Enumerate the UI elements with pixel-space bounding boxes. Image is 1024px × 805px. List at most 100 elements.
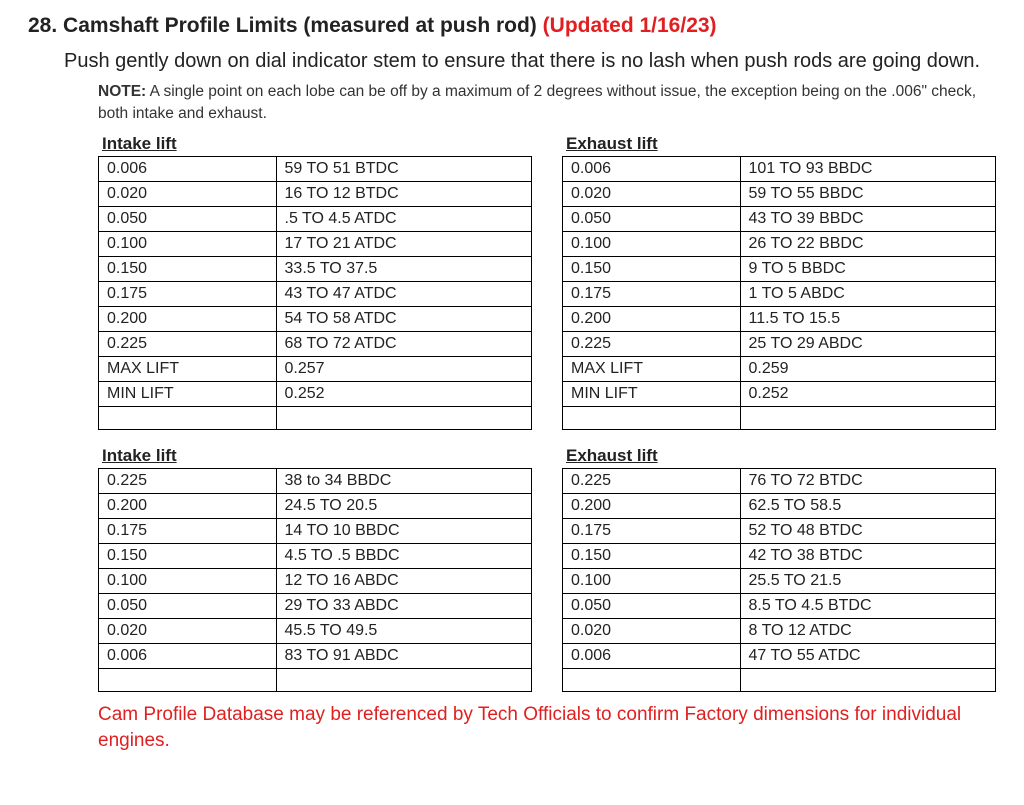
table-cell: 33.5 TO 37.5	[276, 257, 531, 282]
table-cell: 0.050	[99, 594, 277, 619]
intake-bottom-table: 0.22538 to 34 BBDC0.20024.5 TO 20.50.175…	[98, 468, 532, 692]
table-cell: 0.020	[563, 182, 741, 207]
table-row: 0.1751 TO 5 ABDC	[563, 282, 996, 307]
tables-row-bottom: Intake lift 0.22538 to 34 BBDC0.20024.5 …	[98, 446, 996, 692]
table-cell: 0.050	[563, 594, 741, 619]
table-cell	[99, 407, 277, 430]
table-cell	[563, 669, 741, 692]
table-row: MIN LIFT0.252	[563, 382, 996, 407]
table-cell: 0.006	[563, 644, 741, 669]
table-row: 0.20024.5 TO 20.5	[99, 494, 532, 519]
table-cell: 76 TO 72 BTDC	[740, 469, 995, 494]
table-cell: 0.050	[563, 207, 741, 232]
table-cell: 25 TO 29 ABDC	[740, 332, 995, 357]
table-cell: 29 TO 33 ABDC	[276, 594, 531, 619]
section-heading: 28. Camshaft Profile Limits (measured at…	[28, 14, 996, 38]
table-cell: 0.150	[563, 544, 741, 569]
table-row: 0.15042 TO 38 BTDC	[563, 544, 996, 569]
instruction-text: Push gently down on dial indicator stem …	[64, 48, 996, 75]
intake-bottom-header: Intake lift	[98, 446, 532, 468]
heading-updated: (Updated 1/16/23)	[543, 14, 717, 37]
table-cell: 59 TO 55 BBDC	[740, 182, 995, 207]
table-cell	[276, 407, 531, 430]
exhaust-bottom-table: 0.22576 TO 72 BTDC0.20062.5 TO 58.50.175…	[562, 468, 996, 692]
exhaust-top-table: 0.006101 TO 93 BBDC0.02059 TO 55 BBDC0.0…	[562, 156, 996, 430]
intake-top-table: 0.00659 TO 51 BTDC0.02016 TO 12 BTDC0.05…	[98, 156, 532, 430]
intake-top-header: Intake lift	[98, 134, 532, 156]
table-cell: MAX LIFT	[563, 357, 741, 382]
table-cell: 43 TO 47 ATDC	[276, 282, 531, 307]
table-row-blank	[99, 407, 532, 430]
table-cell: 0.257	[276, 357, 531, 382]
table-cell: 0.200	[563, 307, 741, 332]
table-row: 0.006101 TO 93 BBDC	[563, 157, 996, 182]
table-cell	[740, 407, 995, 430]
table-row: 0.1509 TO 5 BBDC	[563, 257, 996, 282]
table-row: 0.1504.5 TO .5 BBDC	[99, 544, 532, 569]
table-cell: 0.225	[99, 469, 277, 494]
table-cell: 45.5 TO 49.5	[276, 619, 531, 644]
table-cell: 42 TO 38 BTDC	[740, 544, 995, 569]
exhaust-bottom-header: Exhaust lift	[562, 446, 996, 468]
table-row: 0.00647 TO 55 ATDC	[563, 644, 996, 669]
table-row: 0.02059 TO 55 BBDC	[563, 182, 996, 207]
table-cell: 0.200	[99, 307, 277, 332]
table-row: 0.10026 TO 22 BBDC	[563, 232, 996, 257]
table-cell: 0.100	[99, 569, 277, 594]
table-row: 0.00683 TO 91 ABDC	[99, 644, 532, 669]
table-row: 0.0508.5 TO 4.5 BTDC	[563, 594, 996, 619]
table-cell: 0.020	[99, 619, 277, 644]
table-cell: MAX LIFT	[99, 357, 277, 382]
table-cell: 0.150	[563, 257, 741, 282]
table-row: 0.17543 TO 47 ATDC	[99, 282, 532, 307]
table-row: 0.20054 TO 58 ATDC	[99, 307, 532, 332]
table-cell: 0.175	[563, 519, 741, 544]
table-row: 0.02045.5 TO 49.5	[99, 619, 532, 644]
table-row: 0.10012 TO 16 ABDC	[99, 569, 532, 594]
table-row: 0.20011.5 TO 15.5	[563, 307, 996, 332]
table-row: 0.02016 TO 12 BTDC	[99, 182, 532, 207]
table-row: 0.22525 TO 29 ABDC	[563, 332, 996, 357]
table-cell: 0.175	[563, 282, 741, 307]
table-cell: 0.020	[99, 182, 277, 207]
note-label: NOTE:	[98, 83, 146, 100]
table-cell: 101 TO 93 BBDC	[740, 157, 995, 182]
heading-number: 28.	[28, 14, 57, 37]
table-row: 0.22576 TO 72 BTDC	[563, 469, 996, 494]
table-cell: 0.006	[99, 157, 277, 182]
table-cell: 59 TO 51 BTDC	[276, 157, 531, 182]
table-row: 0.05043 TO 39 BBDC	[563, 207, 996, 232]
table-row: MAX LIFT0.257	[99, 357, 532, 382]
footer-note: Cam Profile Database may be referenced b…	[98, 702, 996, 753]
table-cell: .5 TO 4.5 ATDC	[276, 207, 531, 232]
table-cell: 8 TO 12 ATDC	[740, 619, 995, 644]
table-cell: 54 TO 58 ATDC	[276, 307, 531, 332]
table-cell: 52 TO 48 BTDC	[740, 519, 995, 544]
table-cell: 0.100	[563, 232, 741, 257]
table-cell: 0.050	[99, 207, 277, 232]
table-cell	[276, 669, 531, 692]
table-cell: 14 TO 10 BBDC	[276, 519, 531, 544]
table-cell: 0.020	[563, 619, 741, 644]
table-row-blank	[563, 669, 996, 692]
table-cell: 17 TO 21 ATDC	[276, 232, 531, 257]
table-cell: 0.225	[563, 469, 741, 494]
table-cell: 0.200	[563, 494, 741, 519]
table-cell: 0.006	[563, 157, 741, 182]
table-cell: 1 TO 5 ABDC	[740, 282, 995, 307]
table-cell: 0.175	[99, 282, 277, 307]
table-row: 0.22568 TO 72 ATDC	[99, 332, 532, 357]
table-cell: 0.100	[563, 569, 741, 594]
table-row: 0.050.5 TO 4.5 ATDC	[99, 207, 532, 232]
intake-top-block: Intake lift 0.00659 TO 51 BTDC0.02016 TO…	[98, 134, 532, 430]
table-row: 0.00659 TO 51 BTDC	[99, 157, 532, 182]
page: 28. Camshaft Profile Limits (measured at…	[0, 0, 1024, 774]
heading-title: Camshaft Profile Limits (measured at pus…	[63, 14, 537, 37]
table-cell: 0.150	[99, 544, 277, 569]
table-cell: 62.5 TO 58.5	[740, 494, 995, 519]
table-cell: 12 TO 16 ABDC	[276, 569, 531, 594]
table-row: 0.22538 to 34 BBDC	[99, 469, 532, 494]
note-body: A single point on each lobe can be off b…	[98, 83, 976, 122]
tables-container: Intake lift 0.00659 TO 51 BTDC0.02016 TO…	[98, 134, 996, 692]
exhaust-top-header: Exhaust lift	[562, 134, 996, 156]
